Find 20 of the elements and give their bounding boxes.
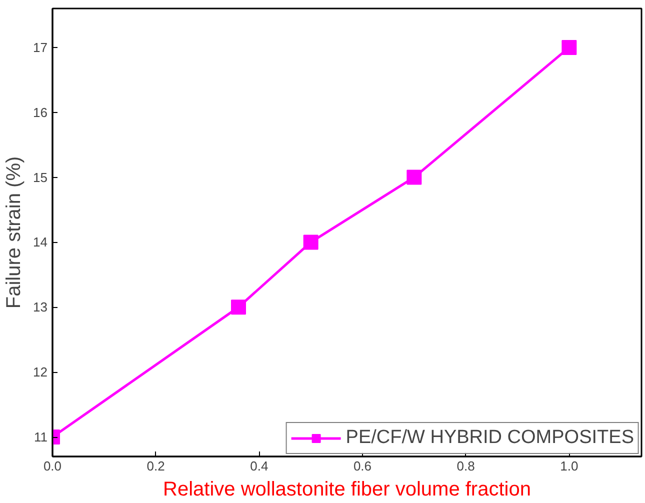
point bbox=[303, 234, 318, 250]
y-tick-label: 13 bbox=[33, 300, 48, 315]
point bbox=[562, 40, 577, 55]
x-tick-label: 0.0 bbox=[43, 458, 62, 474]
x-tick-label: 1.0 bbox=[560, 458, 578, 474]
x-tick-label: 0.8 bbox=[456, 458, 475, 474]
x-tick-label: 0.2 bbox=[146, 458, 165, 474]
y-tick-label: 12 bbox=[33, 364, 48, 380]
x-axis-title: Relative wollastonite fiber volume fraction bbox=[163, 478, 531, 500]
point bbox=[231, 300, 246, 315]
y-tick-label: 17 bbox=[33, 40, 48, 55]
y-axis-title: Failure strain (%) bbox=[3, 156, 26, 309]
y-tick-label: 15 bbox=[33, 170, 48, 185]
x-tick-label: 0.4 bbox=[250, 458, 268, 474]
y-tick-label: 14 bbox=[33, 234, 48, 250]
x-tick-label: 0.6 bbox=[353, 458, 372, 474]
point bbox=[406, 170, 422, 185]
y-tick-label: 11 bbox=[34, 430, 48, 445]
legend-label: PE/CF/W HYBRID COMPOSITES bbox=[346, 427, 634, 449]
y-tick-label: 16 bbox=[33, 104, 48, 120]
